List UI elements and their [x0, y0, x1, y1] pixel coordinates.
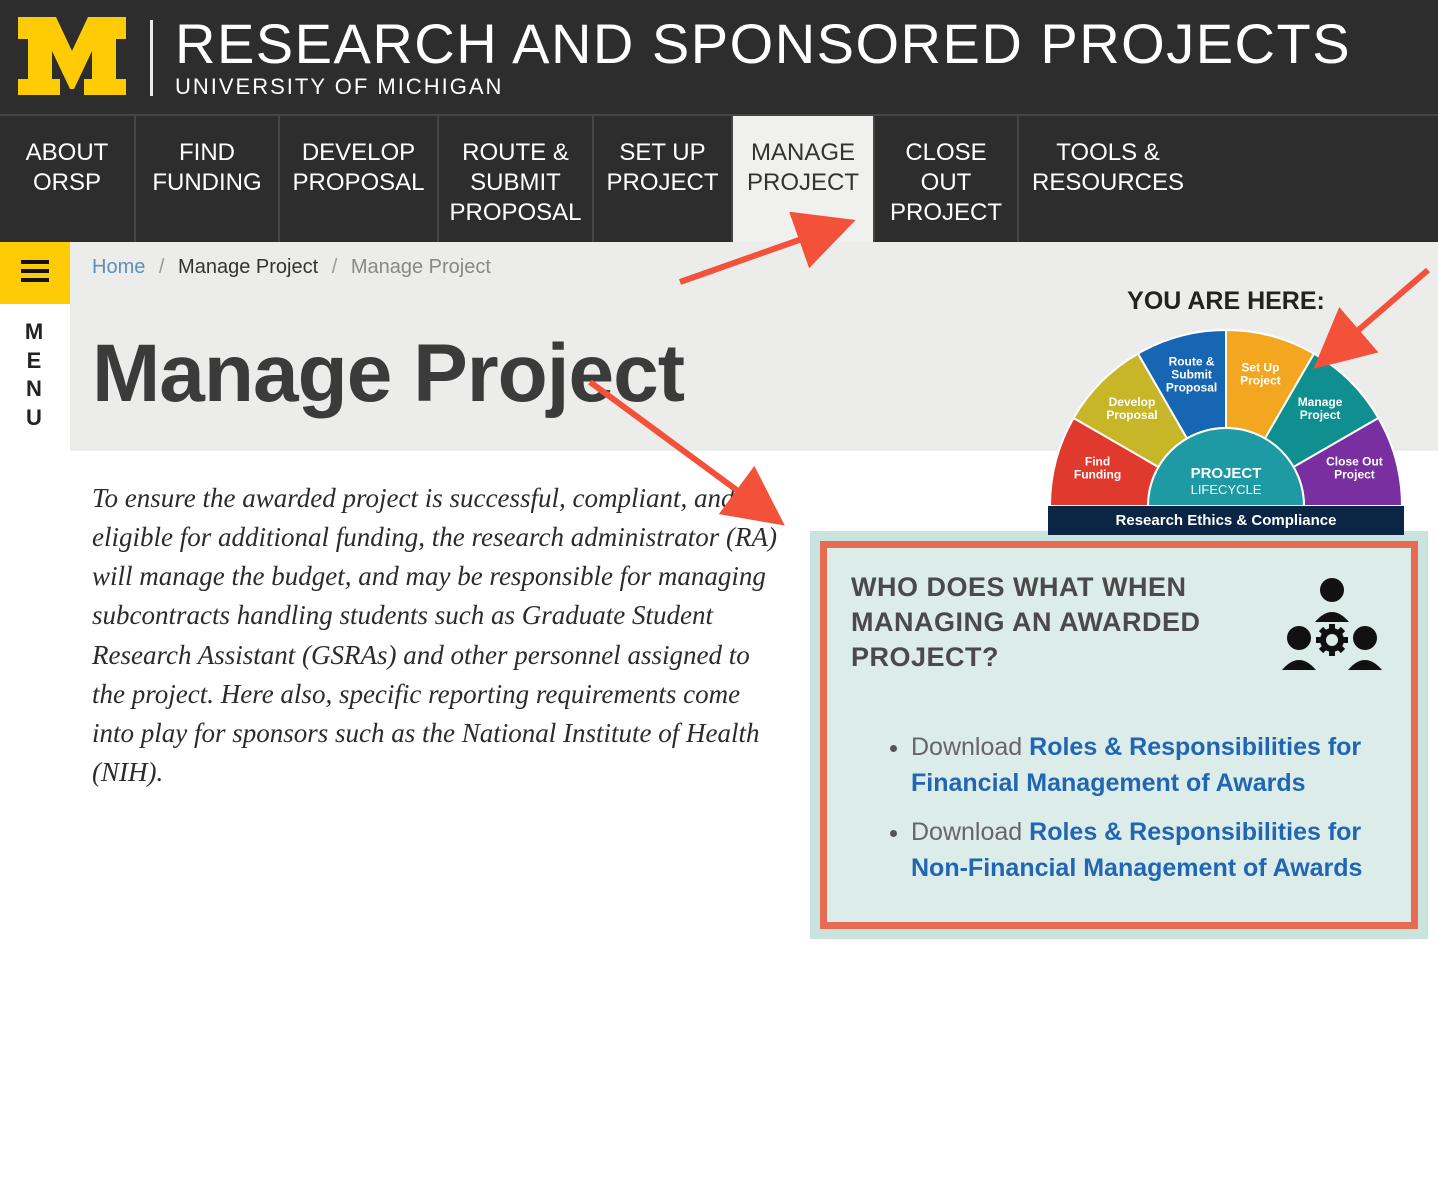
breadcrumb-section[interactable]: Manage Project — [178, 256, 318, 278]
callout-item: Download Roles & Responsibilities for No… — [911, 814, 1387, 887]
breadcrumb-current: Manage Project — [351, 256, 491, 278]
left-rail: MENU — [0, 242, 70, 939]
you-are-here-footer: Research Ethics & Compliance — [1048, 506, 1404, 535]
svg-text:DevelopProposal: DevelopProposal — [1106, 395, 1157, 422]
svg-text:Close OutProject: Close OutProject — [1326, 455, 1383, 482]
callout-container: WHO DOES WHAT WHEN MANAGING AN AWARDED P… — [810, 531, 1428, 939]
svg-text:LIFECYCLE: LIFECYCLE — [1191, 482, 1262, 497]
site-header: RESEARCH AND SPONSORED PROJECTS UNIVERSI… — [0, 0, 1438, 114]
nav-item-close-out-project[interactable]: CLOSE OUT PROJECT — [875, 116, 1019, 242]
nav-item-about-orsp[interactable]: ABOUT ORSP — [0, 116, 136, 242]
hamburger-icon — [21, 256, 49, 290]
nav-item-route-submit-proposal[interactable]: ROUTE & SUBMIT PROPOSAL — [439, 116, 594, 242]
main-content: Home / Manage Project / Manage Project M… — [70, 242, 1438, 939]
you-are-here-title: YOU ARE HERE: — [1048, 287, 1404, 316]
nav-item-tools-resources[interactable]: TOOLS & RESOURCES — [1019, 116, 1197, 242]
site-subtitle: UNIVERSITY OF MICHIGAN — [175, 74, 1351, 100]
nav-item-set-up-project[interactable]: SET UP PROJECT — [594, 116, 733, 242]
logo-divider — [150, 20, 153, 96]
who-does-what-callout: WHO DOES WHAT WHEN MANAGING AN AWARDED P… — [820, 541, 1418, 929]
team-gear-icon — [1277, 570, 1387, 685]
nav-item-develop-proposal[interactable]: DEVELOP PROPOSAL — [280, 116, 439, 242]
callout-title: WHO DOES WHAT WHEN MANAGING AN AWARDED P… — [851, 570, 1265, 675]
menu-label: MENU — [0, 304, 70, 448]
callout-list: Download Roles & Responsibilities for Fi… — [851, 729, 1387, 886]
logo-m-icon — [18, 17, 126, 100]
callout-item-prefix: Download — [911, 818, 1029, 846]
intro-paragraph: To ensure the awarded project is success… — [92, 479, 800, 939]
svg-text:PROJECT: PROJECT — [1191, 465, 1262, 482]
nav-item-manage-project[interactable]: MANAGE PROJECT — [733, 116, 875, 242]
site-title: RESEARCH AND SPONSORED PROJECTS — [175, 16, 1351, 72]
primary-nav: ABOUT ORSPFIND FUNDINGDEVELOP PROPOSALRO… — [0, 114, 1438, 242]
you-are-here-widget: YOU ARE HERE: FindFundingDevelopProposal… — [1048, 287, 1404, 535]
callout-item: Download Roles & Responsibilities for Fi… — [911, 729, 1387, 802]
svg-text:Set UpProject: Set UpProject — [1240, 361, 1281, 388]
callout-item-prefix: Download — [911, 733, 1029, 761]
svg-text:ManageProject: ManageProject — [1298, 395, 1343, 422]
breadcrumb: Home / Manage Project / Manage Project — [92, 256, 1416, 279]
breadcrumb-home[interactable]: Home — [92, 256, 145, 278]
nav-item-find-funding[interactable]: FIND FUNDING — [136, 116, 280, 242]
svg-text:Route &SubmitProposal: Route &SubmitProposal — [1166, 355, 1217, 395]
lifecycle-dial-icon: FindFundingDevelopProposalRoute &SubmitP… — [1048, 320, 1404, 506]
menu-toggle-button[interactable] — [0, 242, 70, 304]
